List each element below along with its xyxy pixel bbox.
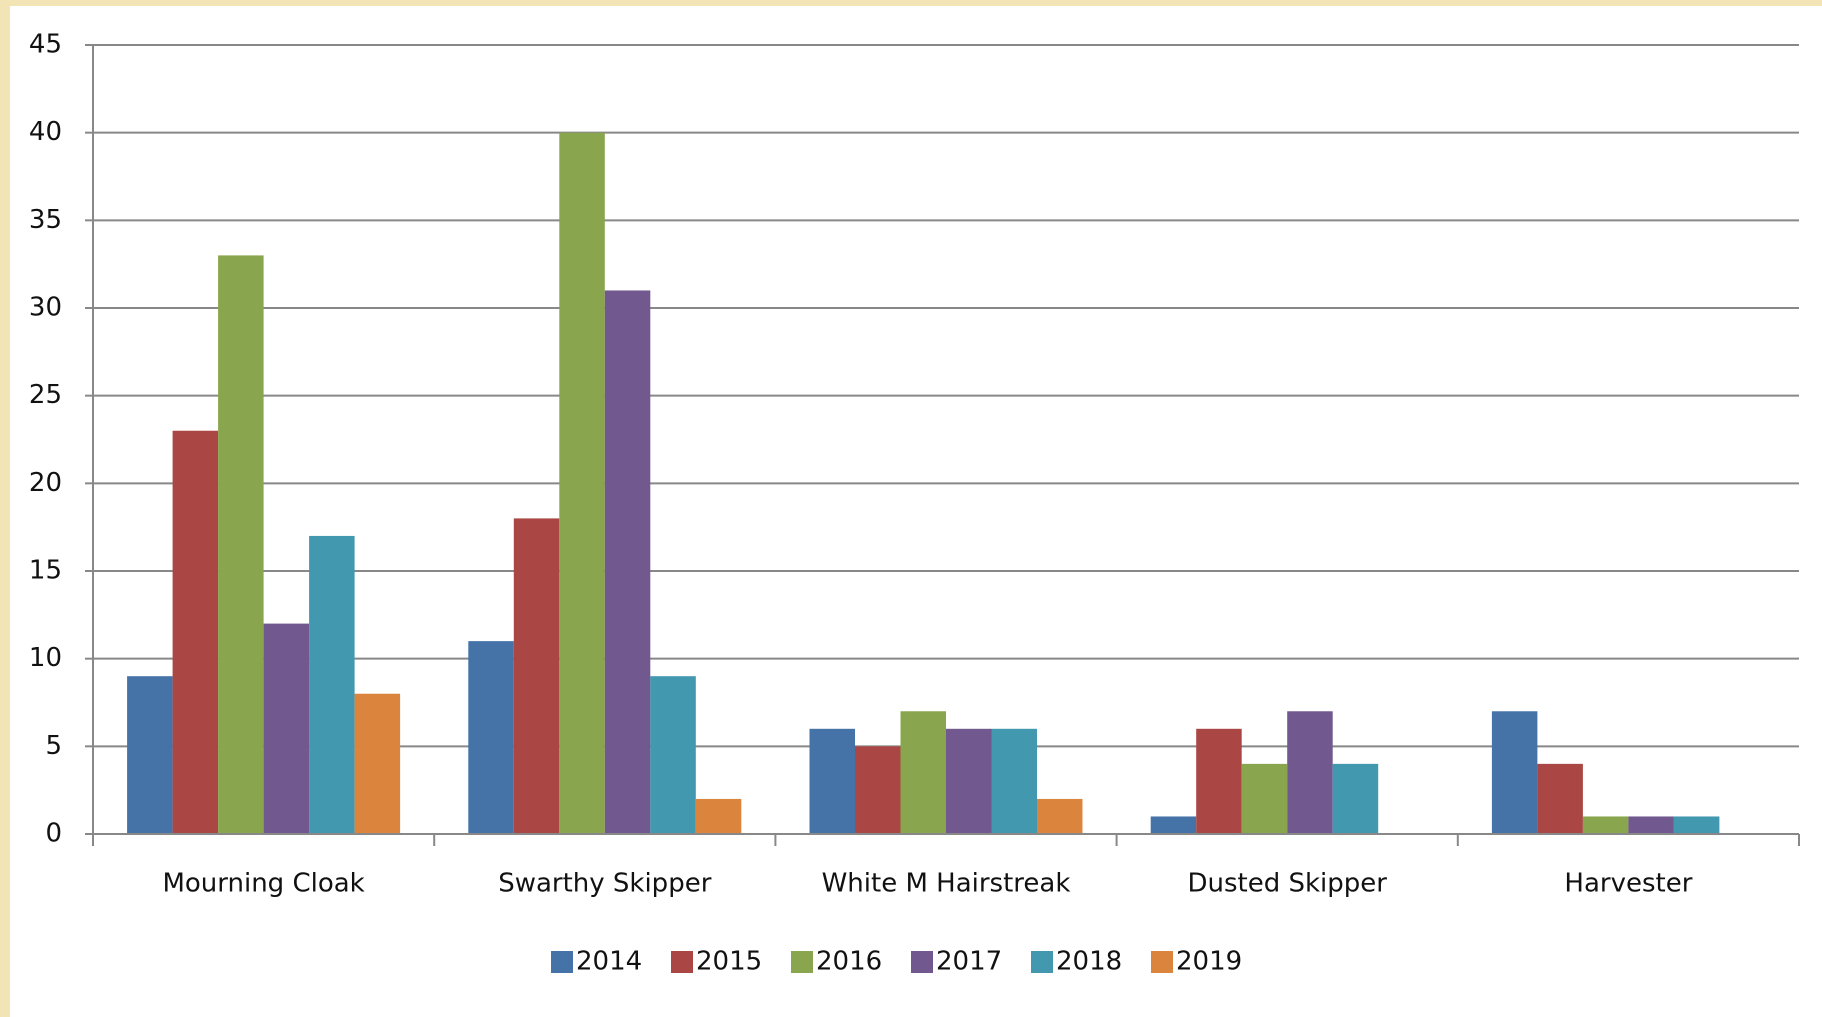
bar: [354, 693, 401, 834]
legend-label: 2018: [1056, 947, 1122, 977]
chart-background: [10, 6, 1822, 1017]
bar: [1582, 816, 1629, 834]
bar: [900, 711, 946, 834]
x-tick-label: Mourning Cloak: [162, 869, 364, 899]
legend-label: 2019: [1176, 947, 1242, 977]
y-tick-label: 0: [45, 819, 62, 849]
bar: [218, 255, 264, 834]
bar: [604, 290, 651, 834]
bar: [172, 430, 219, 834]
y-tick-label: 25: [29, 380, 62, 410]
bar: [1673, 816, 1720, 834]
y-tick-label: 40: [29, 117, 62, 147]
y-tick-label: 15: [29, 556, 62, 586]
legend-swatch: [911, 951, 933, 973]
bar: [127, 676, 173, 834]
legend-swatch: [1031, 951, 1053, 973]
bar: [468, 641, 514, 834]
bar: [1196, 728, 1242, 834]
bar: [650, 676, 696, 834]
y-tick-label: 30: [29, 293, 62, 323]
x-tick-label: Dusted Skipper: [1187, 869, 1387, 899]
bar: [1491, 711, 1538, 834]
bar: [809, 728, 855, 834]
bar: [1037, 798, 1083, 834]
legend-swatch: [791, 951, 813, 973]
bar: [513, 518, 560, 834]
x-tick-label: White M Hairstreak: [822, 869, 1071, 899]
legend-label: 2014: [576, 947, 642, 977]
bar: [855, 746, 901, 834]
bar: [991, 728, 1037, 834]
y-tick-label: 5: [45, 731, 62, 761]
bar: [263, 623, 310, 834]
bar: [1537, 763, 1583, 834]
legend-label: 2015: [696, 947, 762, 977]
y-tick-label: 10: [29, 643, 62, 673]
bar: [695, 798, 742, 834]
bar: [309, 535, 355, 834]
y-tick-label: 20: [29, 468, 62, 498]
legend-swatch: [551, 951, 573, 973]
x-tick-label: Harvester: [1564, 869, 1692, 899]
bar: [559, 132, 605, 834]
x-tick-label: Swarthy Skipper: [498, 869, 712, 899]
bar: [1287, 711, 1333, 834]
y-tick-label: 35: [29, 205, 62, 235]
bar: [1150, 816, 1197, 834]
bar: [946, 728, 992, 834]
legend-swatch: [1151, 951, 1173, 973]
y-tick-label: 45: [29, 30, 62, 60]
legend-label: 2016: [816, 947, 882, 977]
legend-label: 2017: [936, 947, 1002, 977]
bar: [1241, 763, 1288, 834]
bar: [1628, 816, 1674, 834]
bar: [1332, 763, 1379, 834]
legend-swatch: [671, 951, 693, 973]
